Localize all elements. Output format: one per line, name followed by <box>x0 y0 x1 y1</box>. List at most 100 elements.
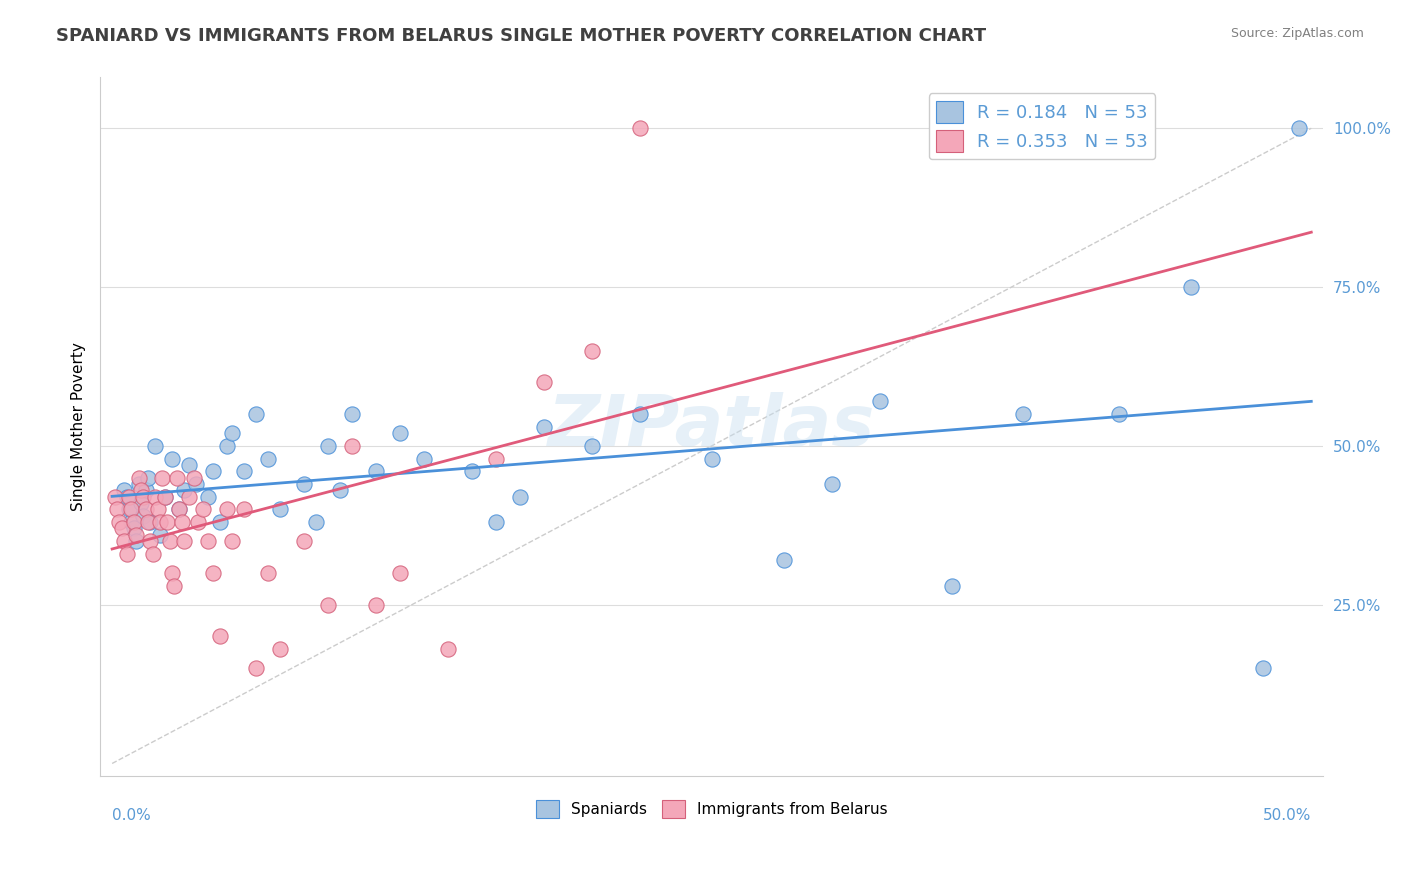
Point <box>166 470 188 484</box>
Point <box>461 464 484 478</box>
Point <box>364 598 387 612</box>
Point <box>129 483 152 498</box>
Point <box>120 502 142 516</box>
Point <box>156 515 179 529</box>
Point <box>125 534 148 549</box>
Legend: Spaniards, Immigrants from Belarus: Spaniards, Immigrants from Belarus <box>530 794 894 824</box>
Y-axis label: Single Mother Poverty: Single Mother Poverty <box>72 343 86 511</box>
Point <box>135 483 157 498</box>
Point <box>292 477 315 491</box>
Text: 50.0%: 50.0% <box>1263 807 1312 822</box>
Point <box>149 515 172 529</box>
Point <box>153 490 176 504</box>
Point <box>135 502 157 516</box>
Point <box>305 515 328 529</box>
Point <box>105 502 128 516</box>
Point <box>112 534 135 549</box>
Point <box>184 477 207 491</box>
Point <box>388 566 411 580</box>
Point <box>142 547 165 561</box>
Point <box>146 502 169 516</box>
Point <box>143 439 166 453</box>
Point <box>209 629 232 643</box>
Point <box>201 566 224 580</box>
Point <box>437 642 460 657</box>
Point <box>197 534 219 549</box>
Point <box>132 508 155 523</box>
Point <box>108 515 131 529</box>
Text: ZIPatlas: ZIPatlas <box>548 392 876 461</box>
Point <box>233 464 256 478</box>
Point <box>112 483 135 498</box>
Point <box>111 521 134 535</box>
Text: Source: ZipAtlas.com: Source: ZipAtlas.com <box>1230 27 1364 40</box>
Point <box>115 547 138 561</box>
Point <box>628 121 651 136</box>
Point <box>122 515 145 529</box>
Point <box>292 534 315 549</box>
Point <box>509 490 531 504</box>
Point <box>772 553 794 567</box>
Point <box>221 426 243 441</box>
Point <box>257 451 280 466</box>
Point <box>412 451 434 466</box>
Point <box>581 439 603 453</box>
Point <box>1108 407 1130 421</box>
Point <box>1253 661 1275 675</box>
Point <box>269 642 291 657</box>
Point <box>316 598 339 612</box>
Point <box>152 470 174 484</box>
Point <box>149 528 172 542</box>
Point <box>173 483 195 498</box>
Point <box>340 439 363 453</box>
Point <box>163 579 186 593</box>
Point <box>245 661 267 675</box>
Point <box>217 439 239 453</box>
Point <box>581 343 603 358</box>
Point <box>1288 121 1310 136</box>
Point <box>170 515 193 529</box>
Point <box>329 483 352 498</box>
Point <box>485 515 508 529</box>
Point <box>132 490 155 504</box>
Point <box>201 464 224 478</box>
Point <box>316 439 339 453</box>
Point <box>628 407 651 421</box>
Point <box>159 534 181 549</box>
Point <box>1012 407 1035 421</box>
Point <box>820 477 842 491</box>
Point <box>118 490 141 504</box>
Point <box>122 521 145 535</box>
Point <box>388 426 411 441</box>
Point <box>209 515 232 529</box>
Point <box>233 502 256 516</box>
Point <box>340 407 363 421</box>
Point <box>485 451 508 466</box>
Point <box>115 490 138 504</box>
Text: SPANIARD VS IMMIGRANTS FROM BELARUS SINGLE MOTHER POVERTY CORRELATION CHART: SPANIARD VS IMMIGRANTS FROM BELARUS SING… <box>56 27 987 45</box>
Point <box>173 534 195 549</box>
Point <box>129 496 152 510</box>
Point <box>217 502 239 516</box>
Point <box>700 451 723 466</box>
Point <box>136 515 159 529</box>
Point <box>128 470 150 484</box>
Point <box>187 515 209 529</box>
Point <box>143 490 166 504</box>
Point <box>193 502 215 516</box>
Point <box>869 394 891 409</box>
Point <box>177 490 200 504</box>
Point <box>533 419 555 434</box>
Point <box>364 464 387 478</box>
Text: 0.0%: 0.0% <box>112 807 150 822</box>
Point <box>177 458 200 472</box>
Point <box>941 579 963 593</box>
Point <box>136 470 159 484</box>
Point <box>533 376 555 390</box>
Point <box>125 528 148 542</box>
Point <box>257 566 280 580</box>
Point <box>128 477 150 491</box>
Point <box>139 534 162 549</box>
Point <box>197 490 219 504</box>
Point <box>160 451 183 466</box>
